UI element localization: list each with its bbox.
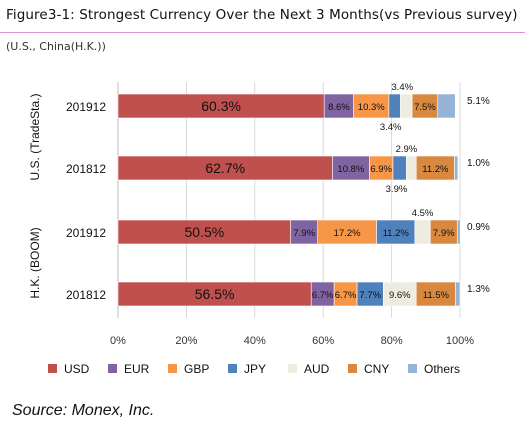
x-tick-label: 40% xyxy=(244,335,266,347)
legend-swatch-usd xyxy=(48,364,57,373)
data-label-gbp: 17.2% xyxy=(334,228,361,239)
legend-label: JPY xyxy=(244,362,266,376)
bar-segment-jpy xyxy=(388,93,401,119)
data-label-aud: 4.5% xyxy=(412,208,434,219)
legend-label: USD xyxy=(64,362,90,376)
bar-segment-eur xyxy=(323,93,354,119)
data-label-others: 1.3% xyxy=(467,284,490,295)
data-label-others: 1.0% xyxy=(467,158,490,169)
x-tick-label: 60% xyxy=(312,335,334,347)
category-label: 201912 xyxy=(66,226,106,240)
data-label-usd: 62.7% xyxy=(205,160,245,176)
bar-segment-cny xyxy=(411,93,439,119)
data-label-aud: 3.4% xyxy=(391,82,413,93)
x-tick-label: 100% xyxy=(446,335,474,347)
data-label-cny: 11.2% xyxy=(422,164,449,175)
category-label: 201812 xyxy=(66,288,106,302)
data-label-aud: 2.9% xyxy=(396,144,418,155)
legend-label: Others xyxy=(424,362,460,376)
legend-swatch-others xyxy=(408,364,417,373)
category-label: 201912 xyxy=(66,100,106,114)
bar-segment-cny xyxy=(415,155,455,181)
group-label: U.S. (TradeSta.) xyxy=(28,94,42,181)
data-label-aud: 9.6% xyxy=(389,290,411,301)
bar-segment-jpy xyxy=(376,219,416,245)
figure-title: Figure3-1: Strongest Currency Over the N… xyxy=(6,7,518,23)
legend-label: CNY xyxy=(364,362,389,376)
data-label-usd: 60.3% xyxy=(201,98,241,114)
data-label-eur: 10.8% xyxy=(337,164,364,175)
data-label-cny: 7.5% xyxy=(414,102,436,113)
bar-segment-aud xyxy=(383,281,417,307)
data-label-gbp: 6.7% xyxy=(335,290,357,301)
group-label: H.K. (BOOM) xyxy=(28,227,42,298)
legend-label: GBP xyxy=(184,362,209,376)
data-label-cny: 11.5% xyxy=(423,290,450,301)
bar-segment-usd xyxy=(117,93,325,119)
bar-segment-others xyxy=(454,155,459,181)
source-note: Source: Monex, Inc. xyxy=(12,402,155,419)
x-tick-label: 80% xyxy=(381,335,403,347)
bar-segment-aud xyxy=(400,93,413,119)
data-label-gbp: 10.3% xyxy=(358,102,385,113)
data-label-usd: 50.5% xyxy=(185,224,225,240)
legend-swatch-aud xyxy=(288,364,297,373)
category-label: 201812 xyxy=(66,162,106,176)
bar-segment-others xyxy=(455,281,461,307)
figure-subtitle: (U.S., China(H.K.)) xyxy=(6,40,106,53)
bar-segment-aud xyxy=(414,219,431,245)
bar-segment-jpy xyxy=(392,155,407,181)
bar-segment-usd xyxy=(117,281,312,307)
legend-label: EUR xyxy=(124,362,150,376)
x-tick-label: 20% xyxy=(175,335,197,347)
legend-label: AUD xyxy=(304,362,330,376)
data-label-jpy: 3.4% xyxy=(380,122,402,133)
legend-swatch-cny xyxy=(348,364,357,373)
data-label-eur: 6.7% xyxy=(312,290,334,301)
bar-segment-usd xyxy=(117,155,333,181)
data-label-cny: 7.9% xyxy=(433,228,455,239)
data-label-others: 0.9% xyxy=(467,222,490,233)
bar-segment-jpy xyxy=(356,281,384,307)
bar-segment-cny xyxy=(415,281,456,307)
data-label-jpy: 7.7% xyxy=(359,290,381,301)
bar-segment-eur xyxy=(290,219,319,245)
legend-swatch-gbp xyxy=(168,364,177,373)
legend-swatch-jpy xyxy=(228,364,237,373)
data-label-gbp: 6.9% xyxy=(370,164,392,175)
data-label-jpy: 11.2% xyxy=(383,228,410,239)
bar-segment-others xyxy=(456,219,461,245)
data-label-eur: 8.6% xyxy=(328,102,350,113)
data-label-jpy: 3.9% xyxy=(386,184,408,195)
data-label-others: 5.1% xyxy=(467,96,490,107)
bar-segment-aud xyxy=(406,155,417,181)
data-label-usd: 56.5% xyxy=(195,286,235,302)
title-divider xyxy=(0,32,525,33)
x-tick-label: 0% xyxy=(110,335,126,347)
legend-swatch-eur xyxy=(108,364,117,373)
data-label-eur: 7.9% xyxy=(293,228,315,239)
bar-segment-eur xyxy=(332,155,370,181)
bar-segment-others xyxy=(437,93,456,119)
